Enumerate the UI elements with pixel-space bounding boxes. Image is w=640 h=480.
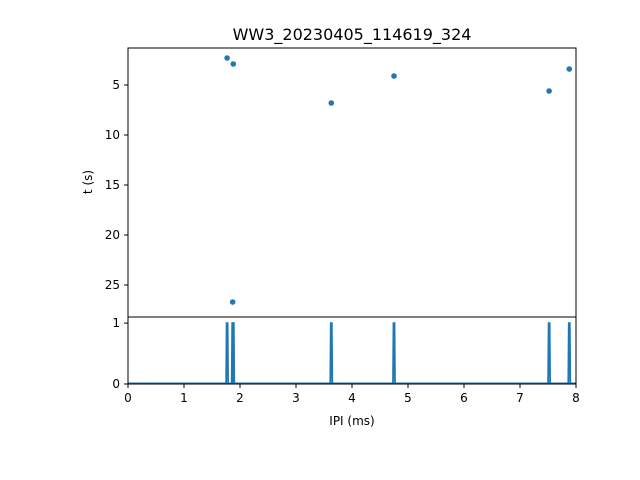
scatter-point — [224, 55, 230, 61]
scatter-y-ticks: 5 10 15 20 25 — [105, 78, 128, 292]
scatter-point — [230, 61, 237, 67]
scatter-point — [391, 73, 397, 79]
spike-mark — [547, 322, 552, 385]
spike-axis-ticks: 0 1 0 1 2 3 4 5 6 7 8 — [112, 316, 579, 405]
scatter-y-tick-label: 20 — [105, 228, 120, 242]
scatter-point — [546, 88, 552, 94]
spike-x-axis-label: IPI (ms) — [329, 414, 374, 428]
scatter-y-tick-label: 5 — [112, 78, 120, 92]
scatter-points — [224, 55, 573, 305]
spike-x-tick-label: 3 — [292, 391, 300, 405]
spike-mark — [567, 322, 572, 385]
spike-x-tick-label: 7 — [516, 391, 524, 405]
scatter-point — [566, 66, 573, 72]
spike-x-tick-label: 6 — [460, 391, 468, 405]
spike-mark — [231, 322, 236, 385]
spike-x-tick-label: 1 — [180, 391, 188, 405]
spike-x-tick-label: 5 — [404, 391, 412, 405]
spike-panel: 0 1 0 1 2 3 4 5 6 7 8 IPI (ms) — [112, 316, 579, 428]
spike-mark — [225, 322, 230, 385]
spike-y-tick-label: 1 — [112, 316, 120, 330]
chart-title: WW3_20230405_114619_324 — [233, 25, 472, 45]
scatter-y-axis-label: t (s) — [81, 170, 95, 194]
spike-mark — [329, 322, 334, 385]
spike-axes-frame — [127, 316, 577, 385]
spike-y-tick-label: 0 — [112, 377, 120, 391]
spike-x-tick-label: 8 — [572, 391, 580, 405]
spike-x-tick-label: 2 — [236, 391, 244, 405]
spike-x-tick-label: 0 — [124, 391, 132, 405]
spike-mark — [392, 322, 396, 385]
scatter-y-tick-label: 25 — [105, 278, 120, 292]
scatter-y-tick-label: 10 — [105, 128, 120, 142]
scatter-y-tick-label: 15 — [105, 178, 120, 192]
scatter-point — [229, 299, 236, 305]
scatter-point — [328, 100, 335, 106]
spike-x-tick-label: 4 — [348, 391, 356, 405]
